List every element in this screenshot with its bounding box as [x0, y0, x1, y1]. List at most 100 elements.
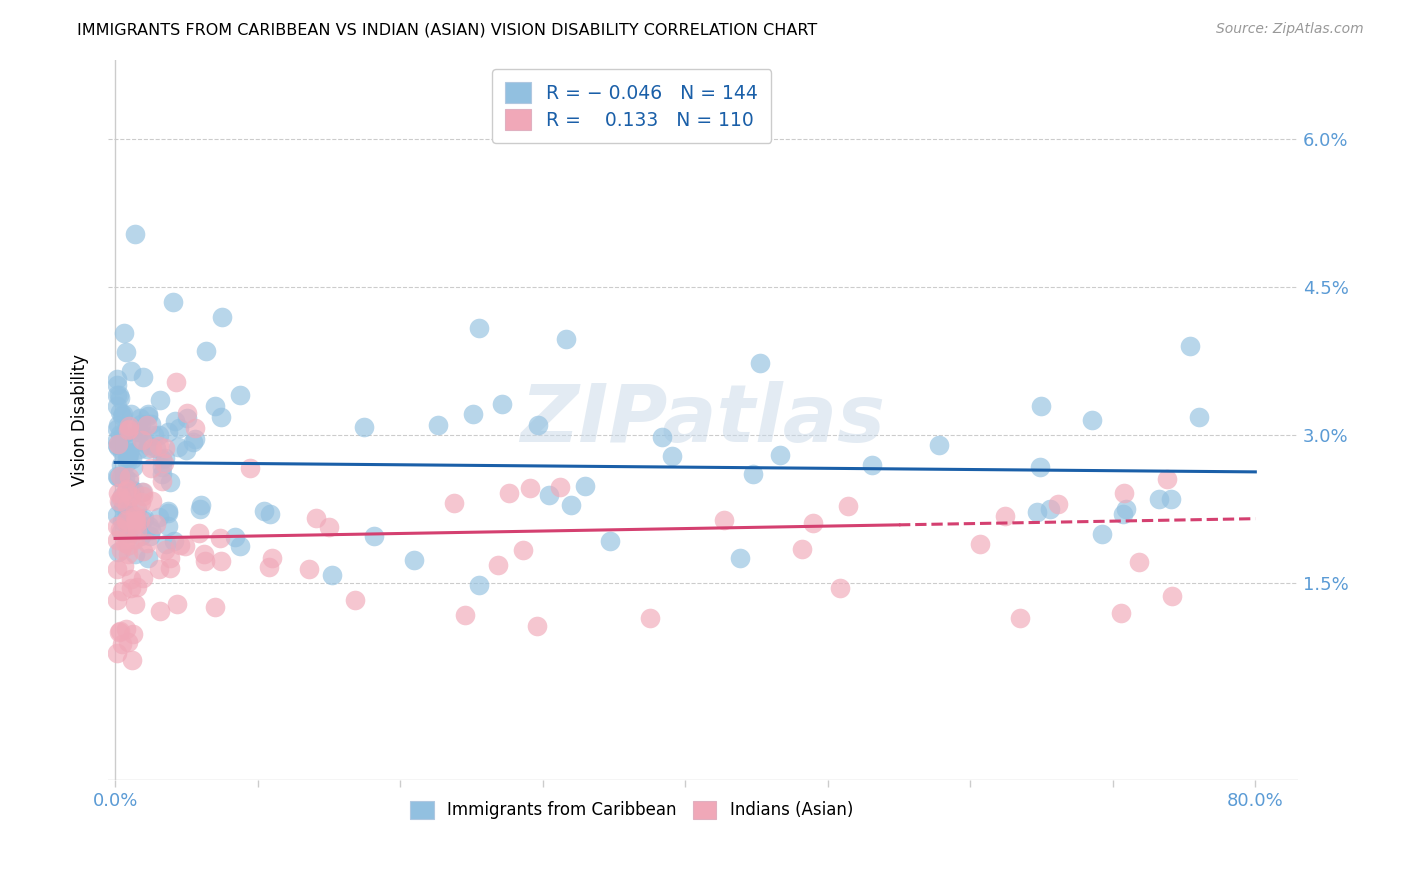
Point: [148, 562, 170, 576]
Point: [105, 468, 128, 483]
Point: [153, 543, 176, 558]
Point: [115, 622, 138, 636]
Text: Source: ZipAtlas.com: Source: ZipAtlas.com: [1216, 22, 1364, 37]
Point: [136, 407, 159, 421]
Point: [105, 593, 128, 607]
Text: ZIPatlas: ZIPatlas: [520, 381, 886, 459]
Point: [560, 498, 582, 512]
Point: [117, 451, 139, 466]
Point: [132, 369, 155, 384]
Point: [538, 488, 561, 502]
Point: [141, 524, 163, 538]
Point: [128, 442, 150, 456]
Point: [128, 425, 150, 439]
Point: [114, 515, 136, 529]
Point: [118, 419, 141, 434]
Point: [153, 457, 176, 471]
Point: [141, 417, 163, 431]
Point: [111, 583, 134, 598]
Point: [145, 517, 167, 532]
Point: [187, 525, 209, 540]
Point: [129, 417, 152, 431]
Point: [837, 499, 859, 513]
Point: [127, 422, 149, 436]
Point: [402, 553, 425, 567]
Point: [107, 470, 129, 484]
Point: [120, 482, 142, 496]
Point: [138, 550, 160, 565]
Point: [142, 427, 165, 442]
Point: [118, 445, 141, 459]
Point: [114, 469, 136, 483]
Point: [117, 526, 139, 541]
Point: [124, 227, 146, 242]
Point: [115, 435, 138, 450]
Point: [1160, 589, 1182, 603]
Point: [150, 452, 173, 467]
Point: [107, 486, 129, 500]
Point: [353, 420, 375, 434]
Point: [169, 538, 191, 552]
Point: [129, 528, 152, 542]
Point: [131, 485, 153, 500]
Point: [110, 524, 132, 539]
Point: [141, 494, 163, 508]
Point: [828, 581, 851, 595]
Point: [427, 417, 450, 432]
Point: [124, 597, 146, 611]
Point: [1180, 338, 1202, 352]
Point: [149, 604, 172, 618]
Y-axis label: Vision Disability: Vision Disability: [72, 354, 89, 486]
Point: [108, 624, 131, 638]
Point: [208, 531, 231, 545]
Point: [132, 543, 155, 558]
Point: [165, 376, 187, 390]
Point: [117, 423, 139, 437]
Point: [120, 364, 142, 378]
Point: [749, 356, 772, 370]
Point: [527, 418, 550, 433]
Point: [156, 506, 179, 520]
Point: [110, 522, 132, 536]
Point: [661, 449, 683, 463]
Point: [298, 562, 321, 576]
Point: [928, 438, 950, 452]
Point: [257, 560, 280, 574]
Point: [124, 508, 146, 523]
Point: [111, 426, 134, 441]
Point: [150, 460, 173, 475]
Point: [136, 438, 159, 452]
Point: [118, 446, 141, 460]
Point: [129, 494, 152, 508]
Legend: Immigrants from Caribbean, Indians (Asian): Immigrants from Caribbean, Indians (Asia…: [404, 794, 859, 826]
Point: [599, 534, 621, 549]
Point: [105, 438, 128, 452]
Point: [498, 485, 520, 500]
Point: [468, 321, 491, 335]
Point: [111, 514, 134, 528]
Point: [118, 504, 141, 518]
Point: [194, 343, 217, 358]
Point: [107, 533, 129, 548]
Point: [108, 624, 131, 639]
Point: [224, 530, 246, 544]
Point: [174, 443, 197, 458]
Point: [163, 534, 186, 549]
Point: [125, 513, 148, 527]
Point: [108, 496, 131, 510]
Point: [132, 571, 155, 585]
Point: [121, 452, 143, 467]
Point: [110, 543, 132, 558]
Point: [343, 592, 366, 607]
Point: [184, 420, 207, 434]
Point: [1039, 502, 1062, 516]
Point: [209, 554, 232, 568]
Point: [173, 539, 195, 553]
Point: [574, 479, 596, 493]
Point: [111, 637, 134, 651]
Point: [107, 418, 129, 433]
Point: [105, 508, 128, 522]
Point: [1188, 410, 1211, 425]
Point: [259, 508, 281, 522]
Point: [491, 397, 513, 411]
